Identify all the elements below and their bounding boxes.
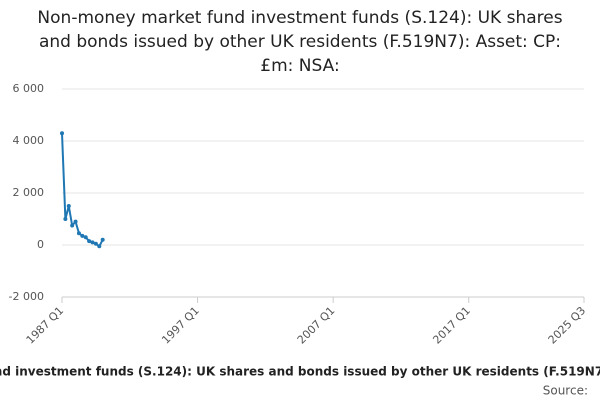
point (76, 231, 81, 236)
chart-title: Non-money market fund investment funds (… (37, 8, 563, 76)
source: Source: (543, 384, 588, 398)
point (100, 237, 105, 242)
point (83, 235, 88, 240)
y-tick-label: -2 000 (9, 290, 44, 303)
point (97, 244, 102, 249)
point (93, 241, 98, 246)
point (73, 219, 78, 224)
y-tick-label: 0 (37, 238, 44, 251)
y-tick-label: 6 000 (13, 82, 45, 95)
point (90, 240, 95, 245)
point (80, 233, 85, 238)
x-tick-label: 2025 Q3 (546, 304, 589, 347)
point (87, 239, 92, 244)
point (63, 217, 68, 221)
x-tick-label: 2007 Q1 (295, 304, 338, 347)
x-tick-label: 1987 Q1 (24, 304, 67, 347)
series-line (61, 133, 104, 248)
y-tick-label: 4 000 (13, 134, 45, 147)
point (66, 204, 71, 208)
y-tick-label: 2 000 (13, 186, 45, 199)
x-tick-label: 1997 Q1 (159, 304, 202, 347)
point (60, 131, 64, 136)
x-tick-label: 2017 Q1 (430, 304, 473, 347)
point (70, 223, 75, 228)
legend-label: Non-money market fund investment funds (… (0, 365, 600, 379)
